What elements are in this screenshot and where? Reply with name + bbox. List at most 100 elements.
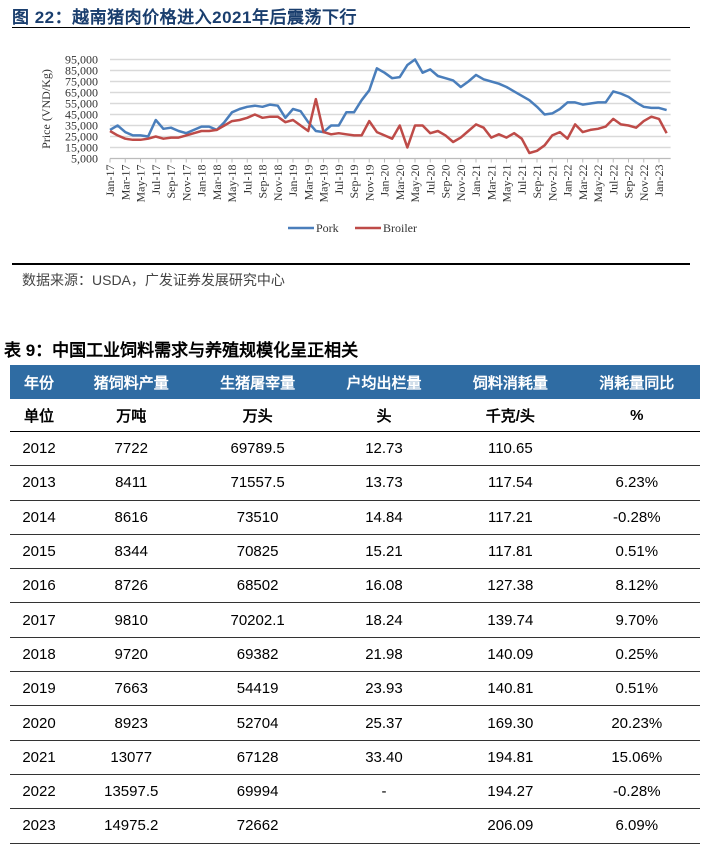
- x-tick-label: Jul-18: [240, 165, 254, 195]
- column-header: 年份: [10, 365, 68, 399]
- table-cell: 69382: [194, 637, 320, 671]
- table-cell: 2013: [10, 466, 68, 500]
- x-tick-label: Jul-20: [423, 165, 437, 195]
- table-cell: 67128: [194, 740, 320, 774]
- table-cell: 2020: [10, 706, 68, 740]
- table-cell: 18.24: [321, 603, 447, 637]
- figure-title: 图 22：越南猪肉价格进入2021年后震荡下行: [12, 3, 357, 28]
- table-cell: 2018: [10, 637, 68, 671]
- table-cell: 8411: [68, 466, 194, 500]
- table-cell: 7722: [68, 432, 194, 466]
- x-tick-label: Nov-18: [271, 165, 285, 202]
- x-tick-label: Sep-19: [347, 165, 361, 199]
- table-cell: 16.08: [321, 569, 447, 603]
- unit-cell: 单位: [10, 399, 68, 432]
- x-tick-label: Jan-19: [286, 165, 300, 197]
- table-cell: 69994: [194, 774, 320, 808]
- table-cell: 12.73: [321, 432, 447, 466]
- x-tick-label: Sep-17: [164, 165, 178, 199]
- y-axis-label: Price (VND/Kg): [39, 69, 53, 149]
- x-tick-label: May-18: [225, 165, 239, 203]
- table-cell: 110.65: [447, 432, 573, 466]
- x-tick-label: Nov-19: [362, 165, 376, 202]
- unit-cell: %: [574, 399, 700, 432]
- column-header: 生猪屠宰量: [194, 365, 320, 399]
- table-cell: 70825: [194, 534, 320, 568]
- table-cell: 15.06%: [574, 740, 700, 774]
- table-cell: 2023: [10, 809, 68, 843]
- x-tick-label: Nov-20: [454, 165, 468, 202]
- price-line-chart: 95,00085,00075,00065,00055,00045,00035,0…: [0, 30, 710, 260]
- feed-demand-table: 年份猪饲料产量生猪屠宰量户均出栏量饲料消耗量消耗量同比 单位万吨万头头千克/头%…: [10, 365, 700, 844]
- table-cell: 8923: [68, 706, 194, 740]
- table-cell: 20.23%: [574, 706, 700, 740]
- unit-cell: 千克/头: [447, 399, 573, 432]
- table-cell: 13597.5: [68, 774, 194, 808]
- column-header: 猪饲料产量: [68, 365, 194, 399]
- table-cell: 139.74: [447, 603, 573, 637]
- table-cell: 9.70%: [574, 603, 700, 637]
- table-cell: 25.37: [321, 706, 447, 740]
- x-tick-label: Mar-19: [301, 165, 315, 201]
- table-cell: 21.98: [321, 637, 447, 671]
- table-cell: 73510: [194, 500, 320, 534]
- x-tick-label: May-17: [134, 165, 148, 203]
- table-cell: 8616: [68, 500, 194, 534]
- table-cell: 69789.5: [194, 432, 320, 466]
- x-tick-label: Mar-17: [118, 165, 132, 201]
- x-tick-label: Nov-17: [179, 165, 193, 202]
- table-cell: 140.81: [447, 672, 573, 706]
- table-cell: 8344: [68, 534, 194, 568]
- x-tick-label: Sep-18: [256, 165, 270, 199]
- table-cell: 194.81: [447, 740, 573, 774]
- table-cell: 2017: [10, 603, 68, 637]
- table-cell: 7663: [68, 672, 194, 706]
- table-cell: 72662: [194, 809, 320, 843]
- unit-cell: 万头: [194, 399, 320, 432]
- table-cell: 52704: [194, 706, 320, 740]
- table-cell: 68502: [194, 569, 320, 603]
- column-header: 消耗量同比: [574, 365, 700, 399]
- table-cell: 71557.5: [194, 466, 320, 500]
- table-cell: 2016: [10, 569, 68, 603]
- table-cell: 2012: [10, 432, 68, 466]
- table-header-row: 年份猪饲料产量生猪屠宰量户均出栏量饲料消耗量消耗量同比: [10, 365, 700, 399]
- x-tick-label: Jan-23: [652, 165, 666, 197]
- x-tick-label: Sep-21: [530, 165, 544, 199]
- table-title: 表 9：中国工业饲料需求与养殖规模化呈正相关: [4, 336, 358, 361]
- x-tick-label: Jul-21: [515, 165, 529, 195]
- x-tick-label: Mar-22: [576, 165, 590, 201]
- x-tick-label: May-19: [317, 165, 331, 203]
- table-cell: 8726: [68, 569, 194, 603]
- table-cell: 13.73: [321, 466, 447, 500]
- x-tick-label: Jan-22: [561, 165, 575, 197]
- table-cell: 70202.1: [194, 603, 320, 637]
- table-cell: 14.84: [321, 500, 447, 534]
- table-cell: 0.51%: [574, 534, 700, 568]
- table-cell: 23.93: [321, 672, 447, 706]
- unit-cell: 头: [321, 399, 447, 432]
- table-cell: 2015: [10, 534, 68, 568]
- table-cell: 0.25%: [574, 637, 700, 671]
- x-tick-label: Jan-17: [103, 165, 117, 197]
- table-cell: 6.23%: [574, 466, 700, 500]
- table-cell: [321, 809, 447, 843]
- table-cell: 169.30: [447, 706, 573, 740]
- table-cell: -: [321, 774, 447, 808]
- table-cell: -0.28%: [574, 500, 700, 534]
- column-header: 户均出栏量: [321, 365, 447, 399]
- table-cell: 6.09%: [574, 809, 700, 843]
- table-cell: 8.12%: [574, 569, 700, 603]
- x-tick-label: Sep-22: [622, 165, 636, 199]
- x-tick-label: May-22: [591, 165, 605, 203]
- table-cell: [574, 432, 700, 466]
- table-cell: 2014: [10, 500, 68, 534]
- table-cell: 117.81: [447, 534, 573, 568]
